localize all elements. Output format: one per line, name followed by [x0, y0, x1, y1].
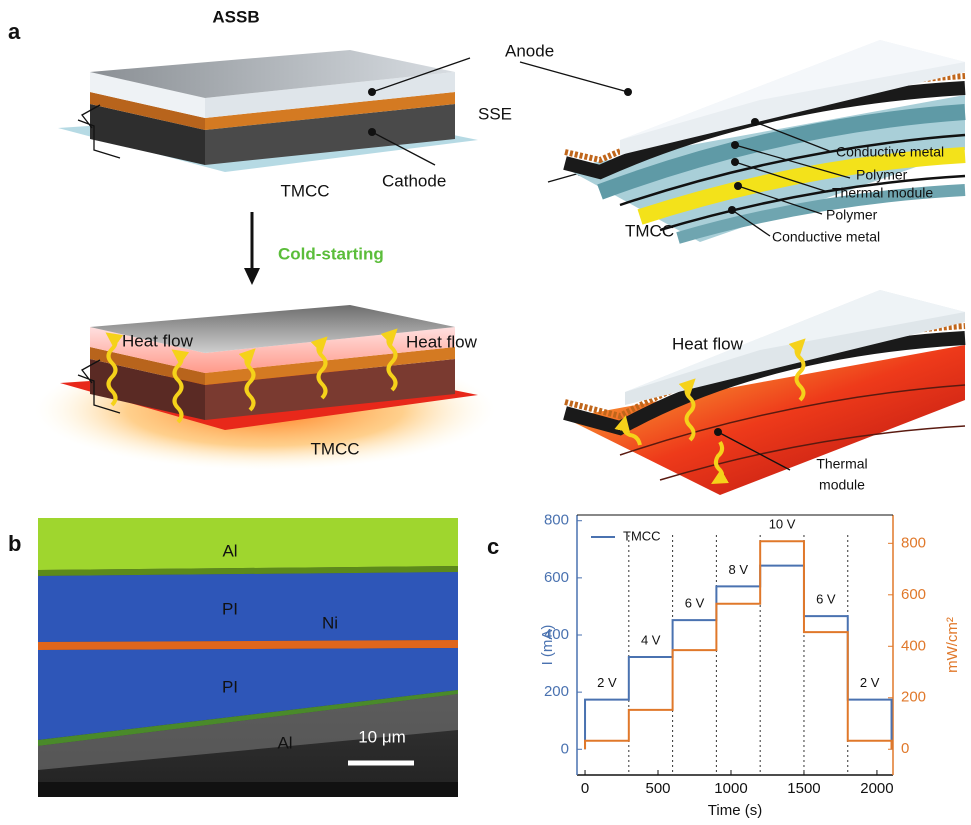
y-tick-label: 200 — [544, 683, 569, 700]
y2-tick-label: 600 — [901, 586, 926, 603]
voltage-annotation: 2 V — [597, 675, 617, 690]
scale-bar-label: 10 μm — [358, 727, 406, 746]
y2-tick-label: 200 — [901, 689, 926, 706]
layer-label: Thermal module — [832, 185, 933, 201]
voltage-annotation: 6 V — [685, 596, 705, 611]
y2-tick-label: 800 — [901, 534, 926, 551]
x-tick-label: 1500 — [787, 780, 820, 797]
panel-label: b — [8, 531, 21, 556]
thermal-module-label: module — [819, 477, 865, 493]
assb-title: ASSB — [212, 7, 259, 26]
layer-label: Al — [277, 733, 292, 752]
tmcc-label: TMCC — [625, 221, 674, 240]
voltage-annotation: 8 V — [729, 562, 749, 577]
layer-label: Ni — [322, 613, 338, 632]
voltage-annotation: 4 V — [641, 632, 661, 647]
voltage-annotation: 10 V — [769, 517, 796, 532]
heat-flow-label: Heat flow — [672, 334, 744, 353]
chart: 0 500 1000 1500 2000 0 200 400 600 800 0 200 400 600 8… — [539, 512, 961, 819]
x-tick-label: 2000 — [860, 780, 893, 797]
x-tick-label: 0 — [581, 780, 589, 797]
voltage-annotation: 6 V — [816, 592, 836, 607]
data-line — [584, 564, 893, 750]
panel-label: c — [487, 534, 499, 559]
layer-label: Conductive metal — [836, 144, 944, 160]
layer-label: Al — [222, 541, 237, 560]
voltage-annotation: 2 V — [860, 675, 880, 690]
assb-illustration — [58, 50, 478, 172]
anode-label: Anode — [505, 41, 554, 60]
sse-label: SSE — [478, 104, 512, 123]
layer-label: Polymer — [856, 167, 908, 183]
cold-starting-label: Cold-starting — [278, 244, 384, 263]
x-tick-label: 1000 — [714, 780, 747, 797]
tmcc-label: TMCC — [310, 439, 359, 458]
layer-label: PI — [222, 677, 238, 696]
thermal-module-label: Thermal — [816, 456, 867, 472]
data-line — [584, 540, 893, 750]
layer-label: Polymer — [826, 207, 878, 223]
heated-assb-illustration — [35, 305, 495, 470]
heated-tmcc-illustration — [563, 290, 966, 495]
sem-image — [38, 518, 458, 797]
y2-tick-label: 400 — [901, 637, 926, 654]
legend-label: TMCC — [623, 528, 661, 543]
y2-axis-label: mW/cm² — [944, 617, 961, 673]
tmcc-curved-illustration — [563, 40, 966, 244]
layer-label: Conductive metal — [772, 229, 880, 245]
panel-label: a — [8, 19, 21, 44]
y-tick-label: 400 — [544, 626, 569, 643]
tmcc-label: TMCC — [280, 181, 329, 200]
heat-flow-label: Heat flow — [406, 332, 478, 351]
x-axis-label: Time (s) — [708, 802, 762, 819]
y-tick-label: 600 — [544, 569, 569, 586]
y-axis-label: I (mA) — [539, 625, 556, 666]
y-tick-label: 0 — [561, 740, 569, 757]
x-tick-label: 500 — [645, 780, 670, 797]
y2-tick-label: 0 — [901, 740, 909, 757]
cathode-label: Cathode — [382, 171, 446, 190]
y-tick-label: 800 — [544, 512, 569, 529]
layer-label: PI — [222, 599, 238, 618]
heat-flow-label: Heat flow — [122, 331, 194, 350]
